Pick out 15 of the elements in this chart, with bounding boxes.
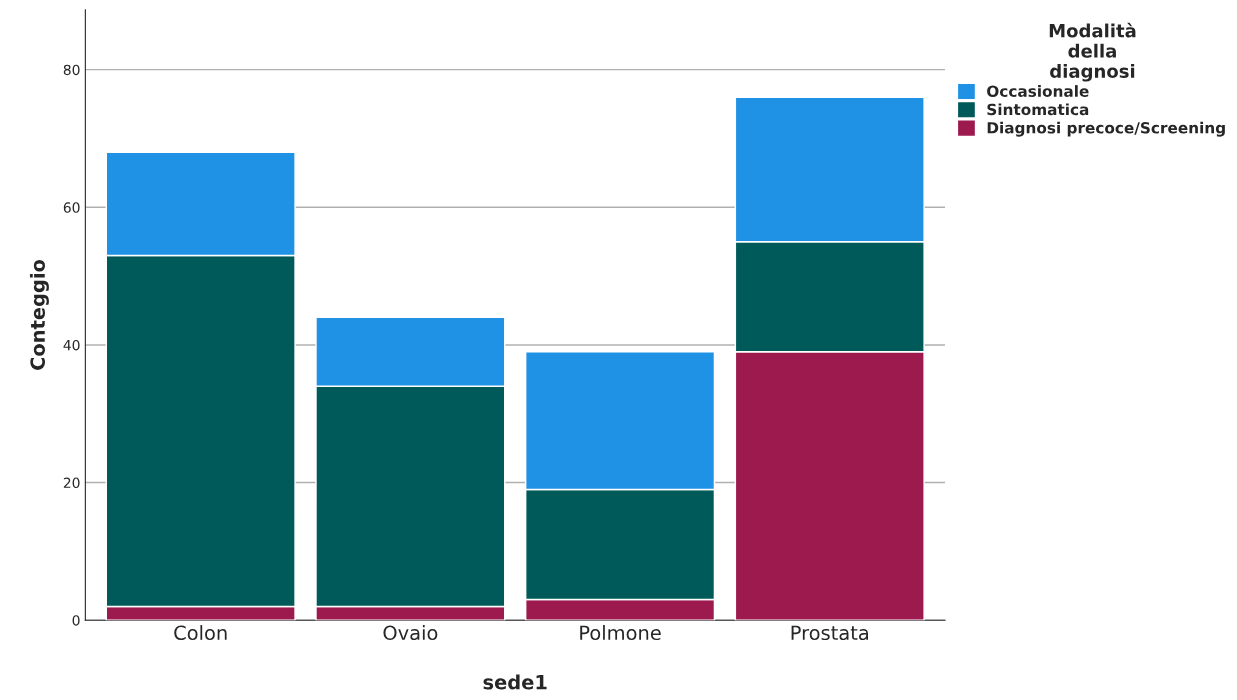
x-tick-label: Colon [174, 625, 227, 641]
x-tick-label: Polmone [580, 625, 661, 641]
y-axis-title: Conteggio [29, 259, 49, 370]
y-tick-label: 40 [63, 339, 80, 351]
x-axis-title: sede1 [483, 674, 547, 690]
legend-label: Occasionale [987, 85, 1089, 97]
y-tick-label: 60 [63, 202, 80, 213]
x-tick-label: Prostata [791, 625, 868, 641]
y-tick-label: 80 [63, 64, 80, 76]
x-tick-label: Ovaio [383, 625, 438, 641]
legend-title: Modalità della diagnosi [1049, 22, 1136, 82]
legend-label: Diagnosi precoce/Screening [987, 121, 1225, 137]
legend-label: Sintomatica [987, 103, 1089, 116]
y-tick-label: 0 [72, 615, 80, 626]
y-tick-label: 20 [63, 477, 80, 489]
